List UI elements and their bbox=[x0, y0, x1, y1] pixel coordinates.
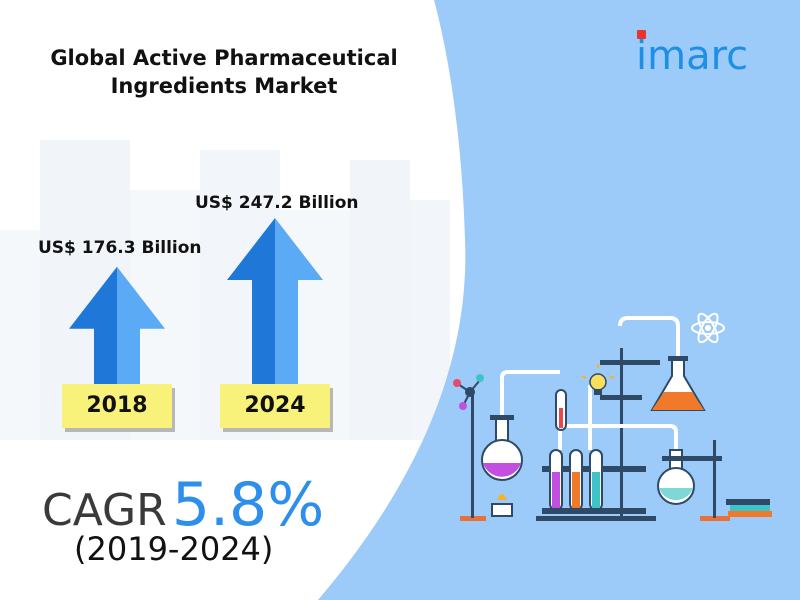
lab-illustration bbox=[453, 312, 772, 521]
category-label-2018: 2018 bbox=[62, 384, 172, 428]
test-tube-icon bbox=[542, 449, 646, 514]
cagr-label: CAGR bbox=[42, 485, 167, 536]
bar-arrow-2024 bbox=[227, 218, 323, 388]
thermometer-icon bbox=[555, 389, 567, 431]
round-flask-teal-icon bbox=[657, 449, 722, 505]
molecule-icon bbox=[453, 374, 484, 410]
lightbulb-icon bbox=[581, 364, 615, 395]
chart-title: Global Active Pharmaceutical Ingredients… bbox=[0, 44, 448, 100]
cagr-value: 5.8% bbox=[171, 470, 325, 540]
flask-icon bbox=[650, 356, 706, 411]
title-line-2: Ingredients Market bbox=[110, 74, 338, 98]
bunsen-burner-icon bbox=[491, 494, 513, 517]
title-line-1: Global Active Pharmaceutical bbox=[50, 46, 398, 70]
round-flask-icon bbox=[481, 415, 523, 481]
cagr-period: (2019-2024) bbox=[74, 530, 274, 568]
data-label-2018: US$ 176.3 Billion bbox=[38, 238, 202, 258]
category-label-2024: 2024 bbox=[220, 384, 330, 428]
logo-dot-icon bbox=[637, 30, 646, 39]
cagr-line: CAGR 5.8% bbox=[42, 470, 324, 555]
bar-arrow-2018 bbox=[69, 266, 165, 388]
books-icon bbox=[726, 499, 772, 517]
atom-icon bbox=[691, 312, 725, 344]
imarc-logo: imarc bbox=[636, 30, 786, 80]
logo-text: imarc bbox=[636, 33, 749, 79]
data-label-2024: US$ 247.2 Billion bbox=[195, 193, 359, 213]
